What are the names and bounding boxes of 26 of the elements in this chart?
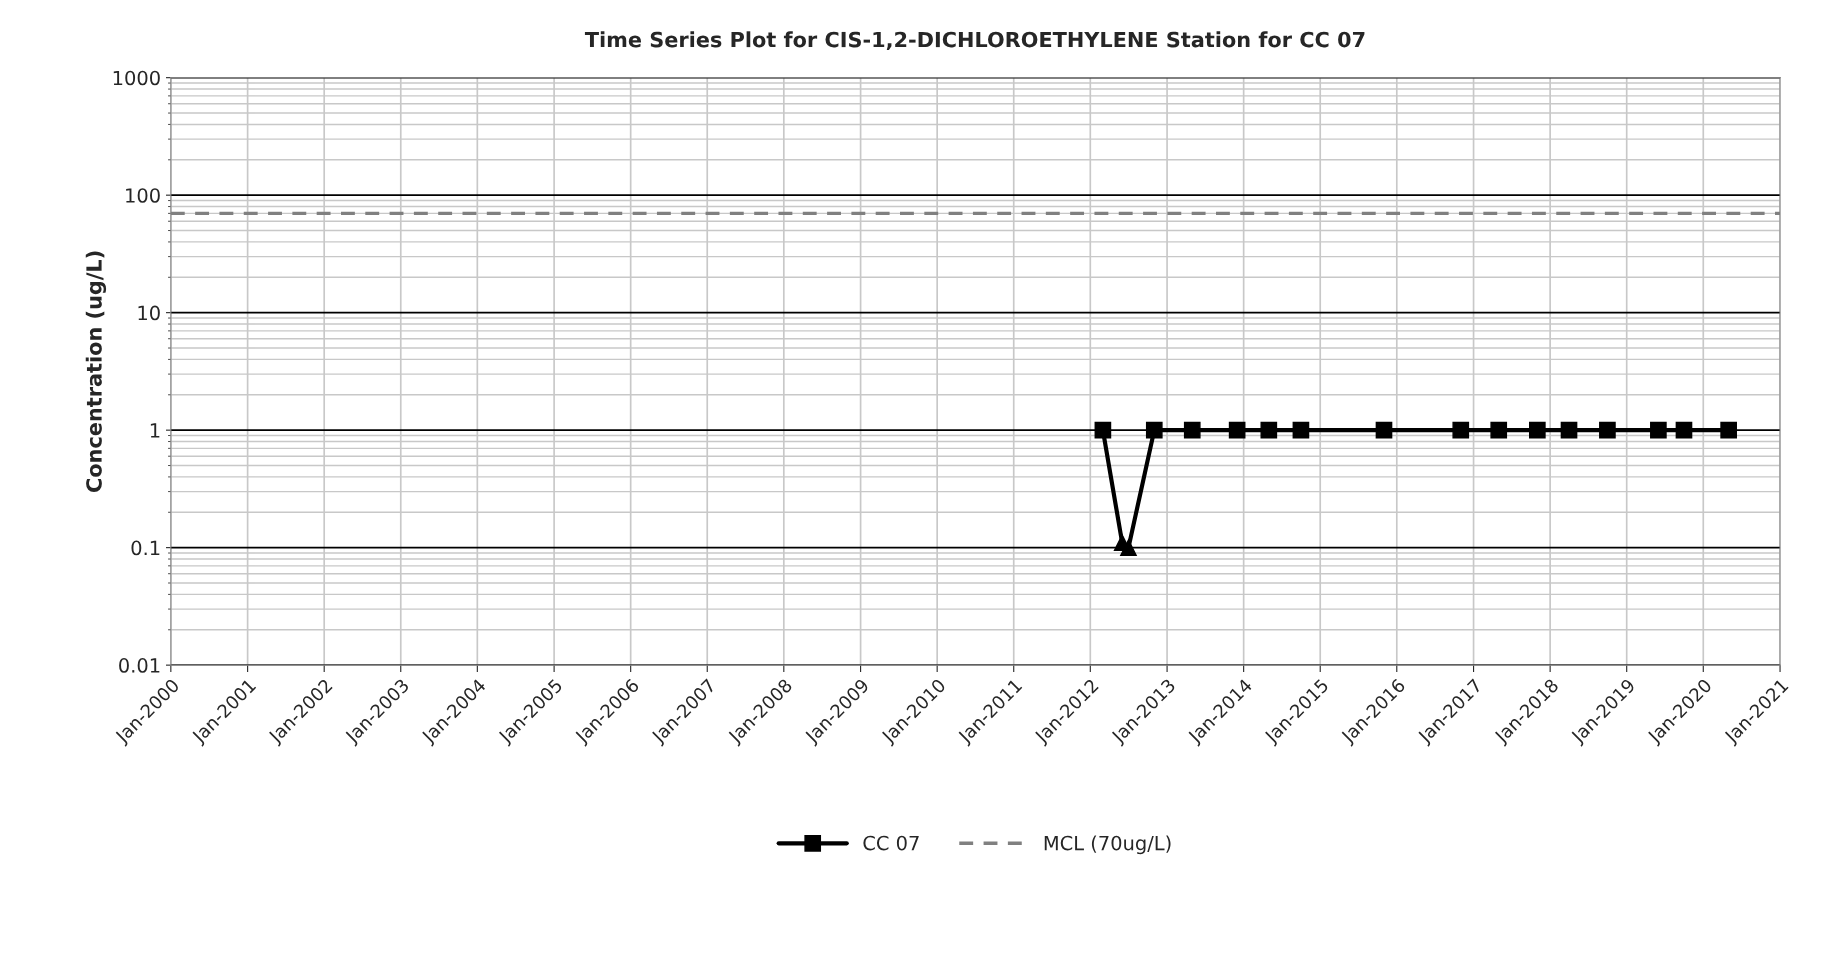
point (1260, 421, 1278, 439)
y-tick-label: 1 (150, 423, 160, 438)
point (1720, 421, 1737, 439)
y-tick-label: 100 (126, 188, 160, 203)
point (1228, 421, 1246, 439)
y-tick-label: 10 (138, 305, 160, 321)
point (1120, 539, 1137, 556)
y-tick-label: 0.1 (131, 540, 160, 556)
point (1145, 421, 1163, 439)
point (1094, 421, 1112, 439)
point (1528, 421, 1546, 439)
point (1650, 421, 1667, 439)
point (1490, 421, 1508, 439)
y-axis-title: Concentration (ug/L) (85, 251, 107, 492)
point (1560, 421, 1578, 439)
y-tick-label: 1000 (113, 70, 160, 86)
point (1452, 421, 1470, 439)
point (1183, 421, 1201, 439)
y-tick-label: 0.01 (119, 658, 160, 673)
legend-label: MCL (70ug/L) (1044, 835, 1171, 855)
point (1292, 421, 1310, 439)
point (1675, 421, 1693, 439)
legend-label: CC 07 (863, 835, 919, 851)
point (1375, 421, 1393, 439)
point (1599, 421, 1616, 439)
chart-title: Time Series Plot for CIS-1,2-DICHLOROETHYLENE Station for CC 07 (584, 31, 1365, 51)
